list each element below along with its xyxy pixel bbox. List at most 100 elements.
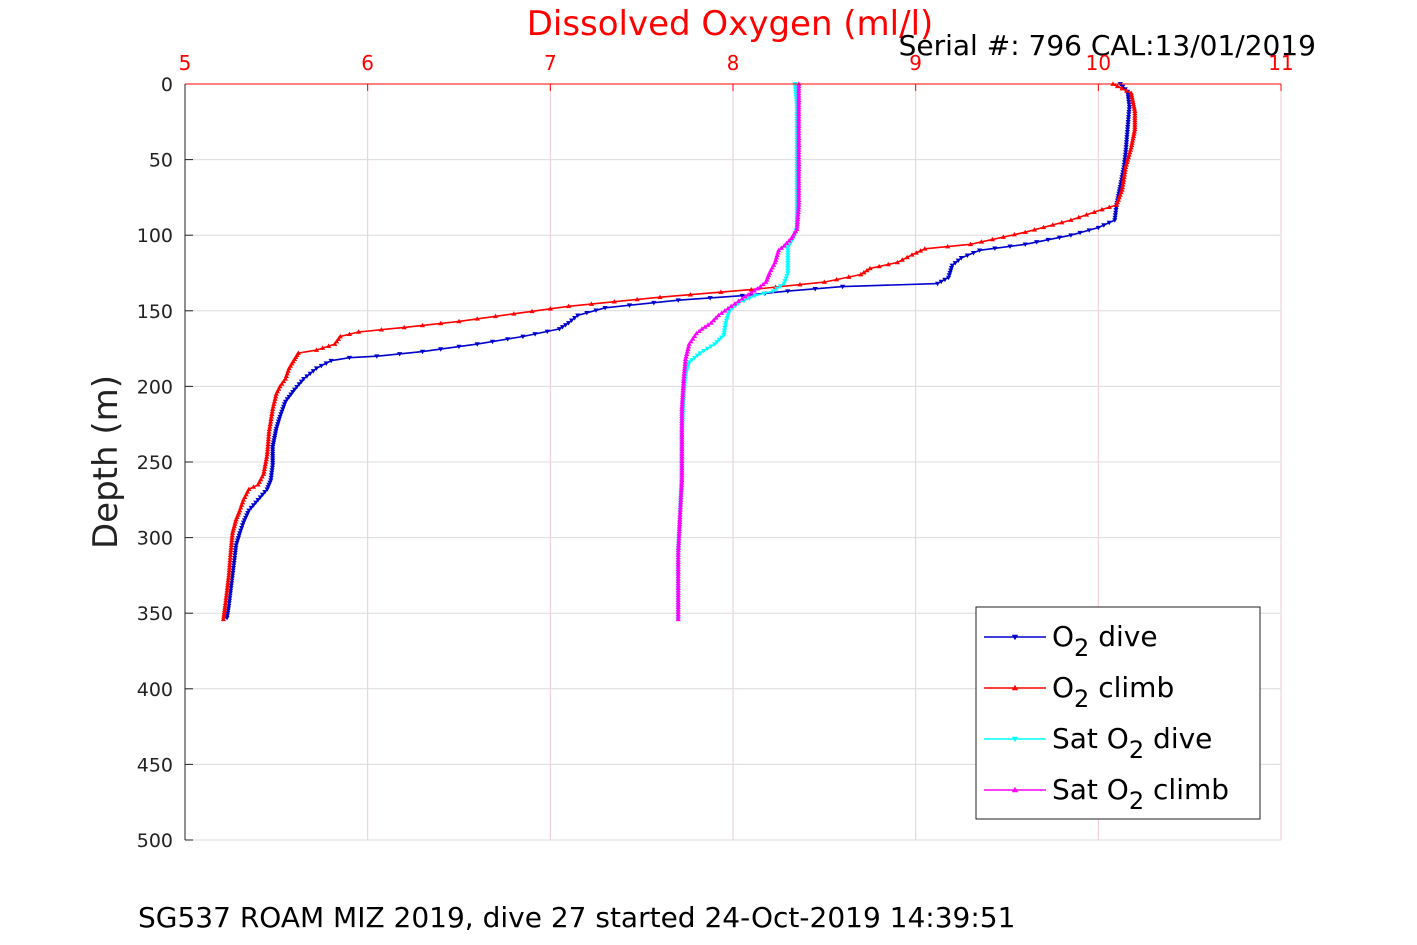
data-point — [1129, 97, 1136, 102]
data-point — [282, 376, 289, 381]
legend-label-tail: climb — [1089, 671, 1174, 704]
data-point — [584, 310, 590, 316]
data-point — [222, 600, 229, 605]
data-point — [773, 254, 780, 260]
data-point — [675, 611, 681, 617]
data-point — [281, 402, 288, 407]
data-point — [274, 424, 280, 429]
data-point — [270, 451, 276, 457]
data-point — [760, 281, 766, 287]
data-point — [255, 497, 261, 503]
data-point — [1129, 138, 1136, 143]
data-point — [679, 418, 685, 423]
data-point — [232, 548, 239, 553]
series-line — [677, 83, 798, 620]
data-point — [675, 557, 681, 562]
data-point — [788, 235, 795, 241]
data-point — [675, 614, 681, 619]
data-point — [692, 333, 698, 338]
data-point — [688, 338, 694, 344]
data-point — [675, 616, 681, 622]
data-point — [786, 238, 792, 243]
data-point — [796, 166, 802, 171]
data-point — [456, 318, 462, 324]
data-point — [1091, 209, 1097, 214]
data-point — [894, 259, 900, 265]
data-point — [239, 525, 245, 531]
data-point — [785, 261, 791, 266]
data-point — [250, 484, 257, 489]
data-point — [679, 444, 685, 449]
data-point — [296, 382, 302, 387]
x-tick-label: 7 — [544, 51, 557, 75]
data-point — [1130, 99, 1136, 104]
data-point — [1123, 140, 1130, 145]
data-point — [1045, 237, 1051, 243]
data-point — [566, 303, 572, 309]
data-point — [378, 327, 384, 332]
series-markers — [675, 81, 802, 622]
data-point — [796, 171, 802, 176]
data-point — [1124, 130, 1130, 135]
data-point — [229, 537, 235, 543]
data-point — [679, 394, 686, 400]
data-point — [271, 435, 278, 441]
data-point — [227, 557, 233, 563]
data-point — [1124, 135, 1130, 140]
data-point — [1129, 92, 1135, 98]
data-point — [679, 472, 685, 478]
data-point — [226, 572, 232, 578]
data-point — [696, 328, 702, 334]
data-point — [675, 576, 681, 581]
data-point — [231, 523, 237, 529]
data-point — [676, 531, 682, 536]
y-tick-label: 150 — [137, 301, 173, 323]
data-point — [270, 463, 276, 468]
data-point — [1112, 213, 1118, 218]
data-point — [676, 528, 682, 534]
data-point — [748, 287, 754, 292]
data-point — [784, 273, 790, 279]
data-point — [438, 320, 444, 326]
data-point — [679, 430, 685, 435]
data-point — [1120, 179, 1126, 185]
data-point — [796, 168, 802, 174]
data-point — [785, 271, 791, 276]
data-point — [793, 89, 799, 95]
data-point — [978, 239, 985, 244]
data-point — [679, 432, 685, 437]
data-point — [611, 299, 617, 304]
data-point — [934, 281, 941, 287]
data-point — [676, 535, 682, 541]
data-point — [680, 392, 686, 397]
data-point — [1132, 113, 1138, 118]
data-point — [334, 338, 340, 344]
series-layer — [220, 81, 1138, 622]
data-point — [1130, 101, 1137, 107]
data-point — [677, 517, 683, 522]
data-point — [1068, 233, 1074, 238]
data-point — [275, 422, 281, 427]
data-point — [858, 271, 864, 277]
data-point — [228, 550, 234, 555]
data-point — [268, 419, 274, 424]
data-point — [266, 482, 272, 488]
data-point — [679, 477, 685, 482]
data-point — [474, 342, 480, 347]
data-point — [270, 442, 276, 448]
data-point — [634, 296, 640, 302]
data-point — [679, 411, 685, 416]
data-point — [278, 412, 284, 417]
data-point — [267, 421, 273, 427]
data-point — [947, 270, 953, 276]
data-point — [276, 417, 282, 422]
data-point — [1125, 157, 1131, 162]
data-point — [1114, 202, 1120, 207]
data-point — [748, 290, 754, 295]
data-point — [260, 492, 266, 498]
data-point — [685, 346, 691, 351]
data-point — [705, 322, 711, 327]
data-point — [1124, 127, 1131, 132]
data-point — [718, 289, 724, 294]
data-point — [266, 434, 272, 439]
